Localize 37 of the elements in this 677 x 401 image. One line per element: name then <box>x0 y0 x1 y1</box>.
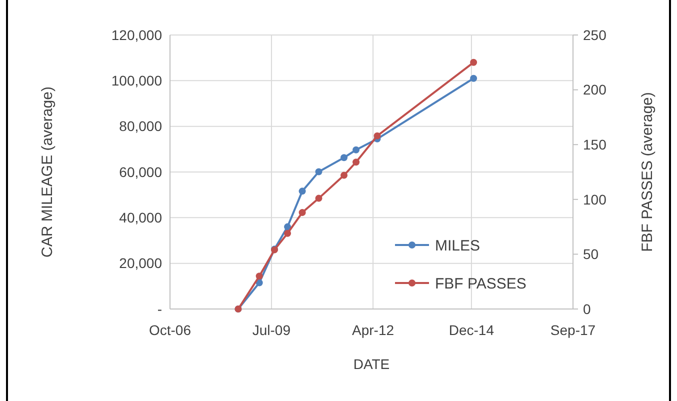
x-tick-label: Apr-12 <box>352 322 394 338</box>
point <box>315 168 322 176</box>
y2-axis-title: FBF PASSES (average) <box>639 92 656 252</box>
y-tick-label: 80,000 <box>119 118 162 134</box>
x-tick-label: Dec-14 <box>448 322 494 338</box>
y2-tick-label: 100 <box>583 191 607 208</box>
x-tick-label: Jul-09 <box>252 322 291 338</box>
y2-tick-label: 250 <box>583 26 607 43</box>
y-axis-title: CAR MILEAGE (average) <box>39 86 56 258</box>
y2-tick-label: 0 <box>583 300 591 317</box>
y2-tick-label: 200 <box>583 82 607 98</box>
point <box>256 272 263 280</box>
x-axis-title: DATE <box>353 356 390 372</box>
point <box>470 58 478 66</box>
legend-label: MILES <box>435 237 480 254</box>
y-tick-label: 40,000 <box>119 210 162 226</box>
point <box>284 230 292 237</box>
point <box>315 194 322 202</box>
point <box>470 74 478 82</box>
y2-tick-label: 150 <box>583 136 607 152</box>
point <box>352 146 360 154</box>
point <box>340 154 348 162</box>
point <box>298 209 306 216</box>
point <box>352 158 360 166</box>
point <box>284 223 292 230</box>
y-tick-label: 100,000 <box>111 72 162 89</box>
y-tick-label: 20,000 <box>119 255 162 272</box>
y-tick-label: - <box>157 300 162 317</box>
y-tick-label: 60,000 <box>119 164 162 180</box>
x-tick-label: Oct-06 <box>148 322 192 338</box>
legend-label: FBF PASSES <box>435 275 526 292</box>
point <box>374 132 381 140</box>
y-tick-label: 120,000 <box>111 26 162 43</box>
point <box>298 188 306 195</box>
x-tick-label: Sep-17 <box>550 322 596 338</box>
point <box>340 172 348 179</box>
y2-tick-label: 50 <box>583 246 599 262</box>
